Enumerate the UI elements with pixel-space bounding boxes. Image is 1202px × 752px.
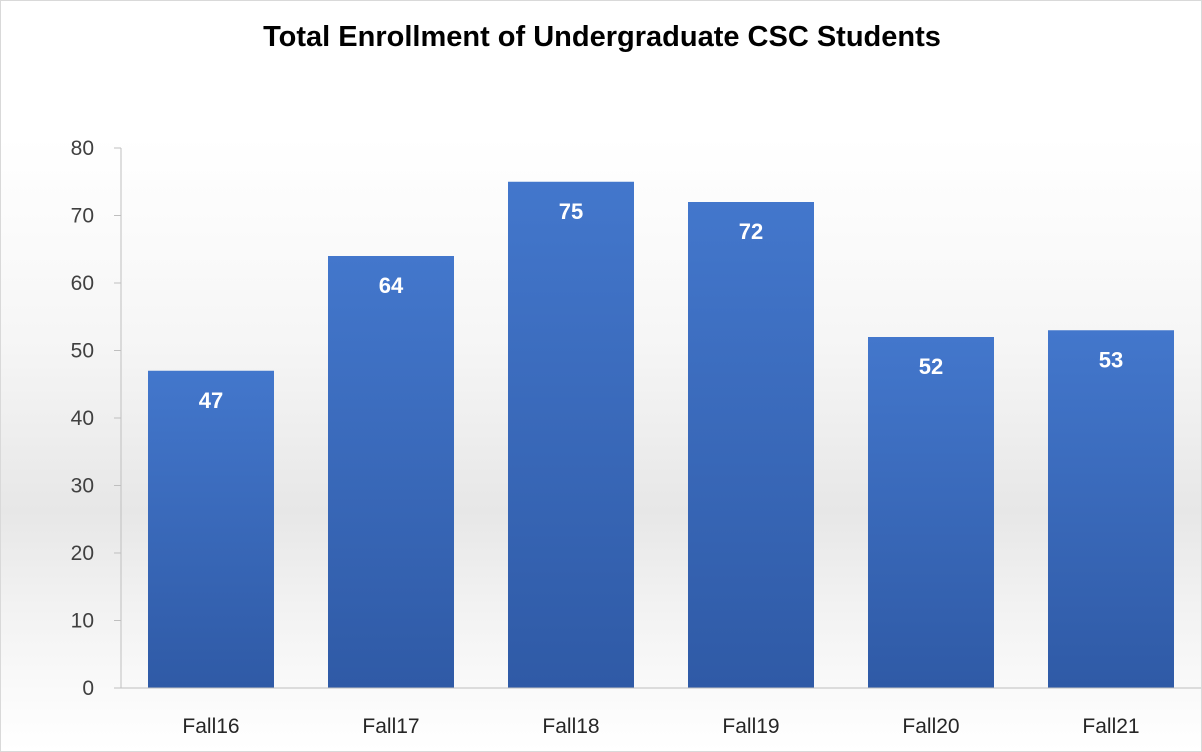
data-label: 75 bbox=[559, 199, 583, 224]
bar-fall18 bbox=[508, 181, 634, 688]
data-label: 72 bbox=[739, 219, 763, 244]
x-tick-label: Fall20 bbox=[902, 715, 959, 738]
chart-title: Total Enrollment of Undergraduate CSC St… bbox=[263, 21, 941, 53]
y-tick-label: 50 bbox=[71, 340, 94, 363]
x-tick-label: Fall16 bbox=[182, 715, 239, 738]
x-tick-label: Fall17 bbox=[362, 715, 419, 738]
y-axis: 0 10 20 30 40 50 60 70 80 bbox=[71, 137, 122, 700]
y-tick-label: 70 bbox=[71, 205, 94, 228]
y-tick-label: 20 bbox=[71, 542, 94, 565]
data-label: 47 bbox=[199, 388, 223, 413]
data-label: 52 bbox=[919, 354, 943, 379]
y-tick-label: 0 bbox=[82, 677, 94, 700]
bars: 47 64 75 72 52 53 bbox=[148, 181, 1174, 688]
bar-fall20 bbox=[868, 337, 994, 688]
x-tick-label: Fall21 bbox=[1082, 715, 1139, 738]
y-tick-label: 30 bbox=[71, 475, 94, 498]
y-tick-label: 80 bbox=[71, 137, 94, 160]
y-tick-label: 60 bbox=[71, 272, 94, 295]
bar-fall21 bbox=[1048, 330, 1174, 688]
y-tick-label: 10 bbox=[71, 610, 94, 633]
y-tick-label: 40 bbox=[71, 407, 94, 430]
bar-fall16 bbox=[148, 370, 274, 688]
x-tick-label: Fall18 bbox=[542, 715, 599, 738]
bar-fall19 bbox=[688, 202, 814, 688]
x-tick-label: Fall19 bbox=[722, 715, 779, 738]
data-label: 53 bbox=[1099, 347, 1123, 372]
data-label: 64 bbox=[379, 273, 404, 298]
bar-fall17 bbox=[328, 256, 454, 688]
x-axis: Fall16 Fall17 Fall18 Fall19 Fall20 Fall21 bbox=[121, 687, 1201, 738]
